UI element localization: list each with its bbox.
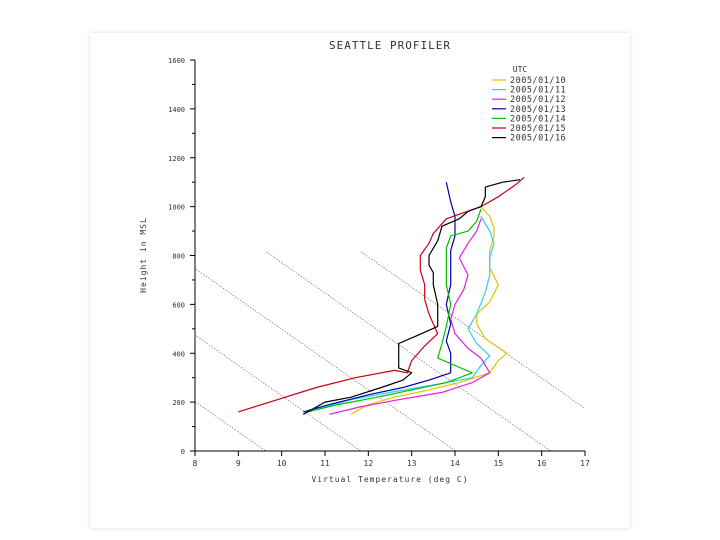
y-tick-label: 1200 <box>168 155 185 163</box>
legend-title: UTC <box>513 65 528 74</box>
x-tick-label: 17 <box>580 459 590 468</box>
x-tick-label: 9 <box>236 459 241 468</box>
series-line <box>303 179 521 415</box>
x-tick-label: 10 <box>277 459 287 468</box>
y-tick-label: 1000 <box>168 204 185 212</box>
plot-area: 8 9 10 11 12 13 14 15 16 17 0 200 400 600 800 1000 1200 1… <box>0 57 590 468</box>
legend-label: 2005/01/15 <box>510 124 566 134</box>
series-line <box>307 208 482 413</box>
x-tick-label: 13 <box>407 459 417 468</box>
x-axis-label: Virtual Temperature (deg C) <box>311 475 468 484</box>
x-tick-label: 11 <box>320 459 330 468</box>
x-tick-label: 8 <box>193 459 198 468</box>
x-tick-label: 16 <box>537 459 547 468</box>
series-line <box>329 218 491 415</box>
y-tick-label: 400 <box>172 350 185 358</box>
y-tick-label: 1400 <box>168 106 185 114</box>
dry-adiabat-line <box>0 251 185 461</box>
legend-label: 2005/01/14 <box>510 114 566 124</box>
legend-label: 2005/01/10 <box>510 76 566 86</box>
series-line <box>238 176 525 413</box>
y-tick-label: 600 <box>172 301 185 309</box>
y-axis-label: Height in MSL <box>139 217 148 293</box>
dry-adiabat-line <box>359 250 585 409</box>
x-tick-label: 12 <box>364 459 374 468</box>
y-tick-label: 800 <box>172 253 185 261</box>
legend-label: 2005/01/16 <box>510 134 566 144</box>
x-tick-label: 14 <box>450 459 460 468</box>
y-tick-label: 200 <box>172 399 185 407</box>
dry-adiabat-line <box>195 334 362 451</box>
dry-adiabat-lines <box>0 250 585 461</box>
y-tick-label: 1600 <box>168 57 185 65</box>
series-line <box>350 206 508 415</box>
series-line <box>303 182 456 413</box>
legend-label: 2005/01/13 <box>510 105 566 115</box>
series-line <box>316 216 495 411</box>
x-tick-label: 15 <box>494 459 504 468</box>
dry-adiabat-line <box>195 268 457 451</box>
chart-title: SEATTLE PROFILER <box>329 39 451 52</box>
legend-label: 2005/01/11 <box>510 86 566 96</box>
legend-label: 2005/01/12 <box>510 95 566 105</box>
dry-adiabat-line <box>195 401 267 451</box>
dry-adiabat-line <box>0 251 90 461</box>
plot-frame <box>90 33 630 528</box>
y-tick-label: 0 <box>181 448 185 456</box>
